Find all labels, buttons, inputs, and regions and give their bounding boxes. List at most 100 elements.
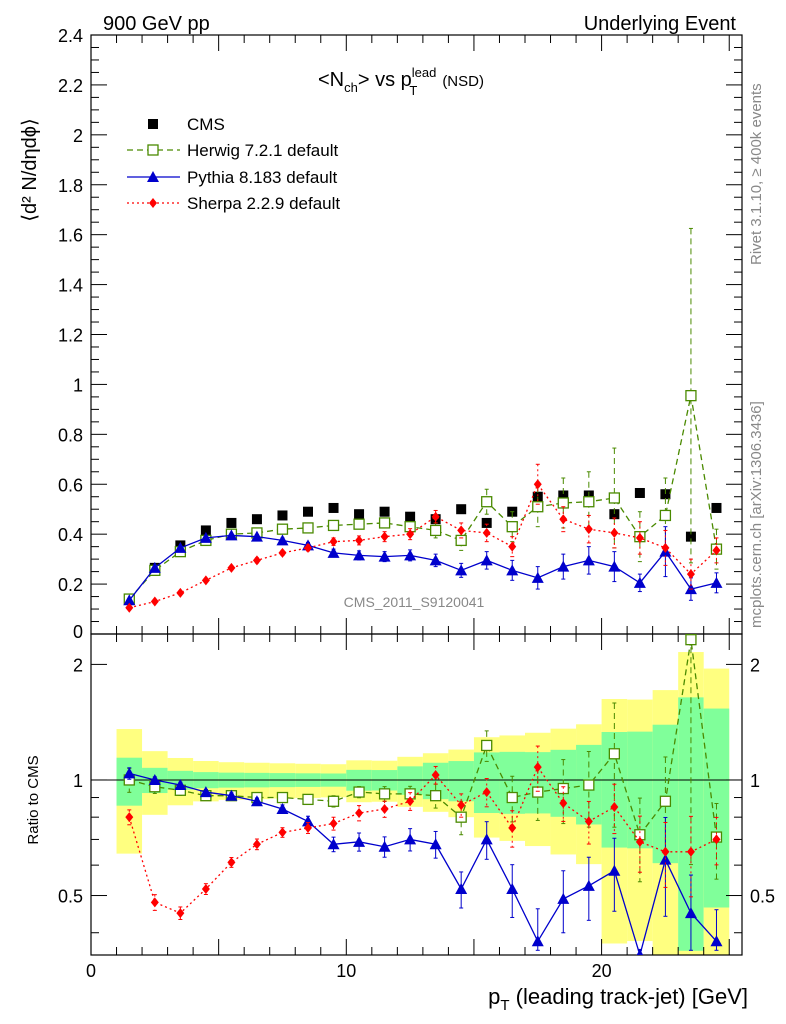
data-point — [201, 883, 210, 894]
data-point — [685, 634, 697, 646]
ratio-y-tick-label-right: 0.5 — [750, 887, 775, 907]
legend-label: CMS — [187, 115, 225, 134]
data-point — [508, 541, 517, 552]
data-point — [404, 549, 417, 561]
series-line — [128, 395, 718, 600]
data-point — [227, 562, 236, 573]
data-point — [557, 892, 570, 904]
data-point — [329, 536, 338, 547]
series-0 — [124, 487, 722, 605]
data-point — [429, 554, 442, 566]
x-label-sub: T — [500, 997, 509, 1014]
legend-label: Sherpa 2.2.9 default — [187, 194, 340, 213]
data-point — [353, 518, 365, 530]
data-point — [380, 531, 389, 542]
y-tick-label: 1.8 — [58, 176, 83, 196]
series-2 — [123, 526, 723, 606]
data-point — [303, 506, 313, 517]
data-point — [277, 510, 288, 521]
y-tick-label: 1.6 — [58, 226, 83, 246]
data-point — [710, 935, 723, 947]
data-point — [148, 119, 158, 129]
band-stat — [499, 751, 525, 814]
data-point — [123, 767, 136, 779]
data-point — [278, 827, 287, 838]
data-point — [379, 506, 390, 517]
data-point — [353, 835, 366, 847]
data-point — [302, 815, 314, 827]
data-point — [278, 547, 287, 558]
data-point — [455, 534, 467, 547]
data-point — [608, 864, 621, 876]
x-label-main: p — [488, 984, 500, 1009]
data-point — [125, 812, 134, 823]
data-point — [506, 564, 519, 576]
data-point — [276, 803, 289, 815]
legend-label: Herwig 7.2.1 default — [187, 141, 338, 160]
data-point — [506, 882, 519, 894]
data-point — [506, 791, 518, 804]
data-point — [406, 529, 415, 540]
data-point — [406, 796, 415, 807]
data-point — [147, 171, 159, 182]
series-line — [129, 482, 717, 609]
data-point — [481, 496, 493, 508]
chart-title: <Nch> vs plead T (NSD) — [318, 65, 484, 98]
data-point — [429, 790, 442, 802]
data-point — [431, 511, 440, 522]
x-tick-label: 0 — [86, 961, 96, 981]
data-point — [659, 795, 672, 807]
data-point — [531, 571, 544, 583]
data-point — [148, 561, 161, 573]
data-point — [457, 525, 466, 536]
x-tick-label: 20 — [592, 961, 612, 981]
data-point — [431, 770, 440, 781]
data-point — [532, 501, 544, 513]
data-point — [327, 795, 340, 807]
data-point — [355, 535, 364, 546]
data-point — [123, 594, 136, 606]
data-point — [686, 846, 695, 857]
y-tick-label: 2.2 — [58, 76, 83, 96]
data-point — [480, 554, 493, 566]
data-point — [302, 793, 314, 806]
data-point — [327, 838, 340, 850]
data-point — [608, 748, 621, 760]
title-part-tail: (NSD) — [442, 73, 484, 90]
title-part-sub: ch — [344, 80, 358, 95]
header-right: Underlying Event — [584, 13, 737, 35]
header-left: 900 GeV pp — [103, 13, 210, 35]
data-point — [711, 502, 722, 513]
band-stat — [473, 752, 500, 814]
title-part-mid: > vs p — [358, 69, 412, 91]
data-point — [482, 787, 491, 798]
data-point — [533, 762, 542, 773]
ratio-y-tick-label: 1 — [73, 771, 83, 791]
x-tick-label: 10 — [336, 961, 356, 981]
data-point — [201, 575, 210, 586]
legend-item-2: Pythia 8.183 default — [127, 168, 338, 187]
data-point — [429, 838, 442, 850]
series-1 — [123, 227, 723, 605]
watermark: CMS_2011_S9120041 — [344, 594, 485, 610]
data-point — [354, 509, 365, 520]
data-point — [147, 144, 159, 156]
data-point — [455, 564, 468, 576]
data-point — [276, 791, 289, 804]
data-point — [302, 522, 314, 534]
data-point — [149, 198, 157, 208]
data-point — [227, 857, 236, 868]
series-line — [128, 534, 717, 601]
data-point — [684, 907, 697, 919]
data-point — [608, 492, 621, 504]
data-point — [710, 576, 723, 588]
mcplots-label: mcplots.cern.ch [arXiv:1306.3436] — [748, 401, 765, 628]
legend-label: Pythia 8.183 default — [187, 168, 338, 187]
rivet-label: Rivet 3.1.10, ≥ 400k events — [748, 83, 765, 265]
data-point — [176, 908, 185, 919]
data-point — [148, 773, 161, 785]
y-axis-label: ⟨d² N/dηdϕ⟩ — [19, 118, 41, 222]
data-point — [583, 496, 595, 508]
data-point — [635, 836, 644, 847]
